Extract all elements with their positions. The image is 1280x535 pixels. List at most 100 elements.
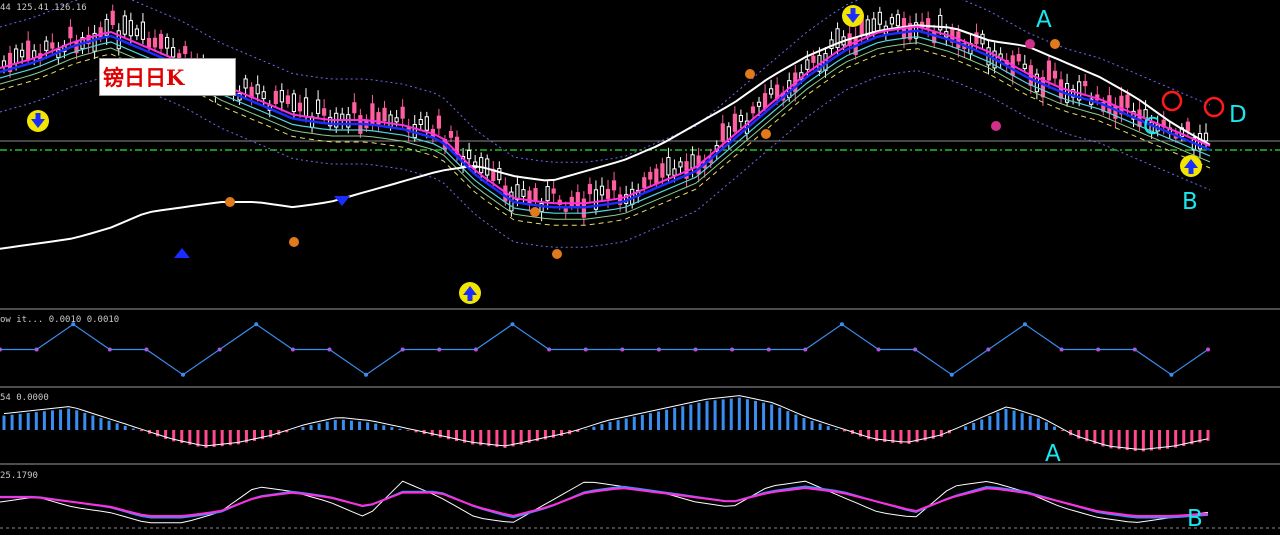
candle-body xyxy=(545,186,550,202)
fractal-dot-icon xyxy=(530,207,540,217)
macd-bar xyxy=(705,401,709,430)
macd-bar xyxy=(576,430,580,432)
candle-body xyxy=(273,90,278,105)
macd-bar xyxy=(681,406,685,430)
macd-bar xyxy=(406,430,410,431)
candle-body xyxy=(291,93,297,113)
macd-bar xyxy=(220,430,224,447)
macd-bar xyxy=(180,430,184,444)
macd-bar xyxy=(964,426,968,430)
macd-bar xyxy=(34,412,38,430)
macd-bar xyxy=(657,411,661,430)
candle-body xyxy=(1203,132,1209,142)
arrow-shaft-icon xyxy=(35,113,41,120)
candle-body xyxy=(1077,81,1082,101)
macd-bar xyxy=(753,400,757,430)
arrow-head-icon xyxy=(463,286,477,295)
macd-bar xyxy=(156,430,160,437)
macd-bar xyxy=(1044,422,1048,430)
macd-bar xyxy=(729,398,733,430)
macd-bar xyxy=(939,430,943,437)
candle-body xyxy=(50,42,55,49)
candle-body xyxy=(599,185,605,196)
arrow-shaft-icon xyxy=(1188,167,1194,174)
macd-bar xyxy=(826,426,830,430)
macd-bar xyxy=(26,412,30,430)
candle-body xyxy=(762,93,768,109)
macd-bar xyxy=(802,418,806,430)
candle-body xyxy=(720,123,725,142)
candle-body xyxy=(158,33,164,49)
candle-body xyxy=(1119,95,1124,115)
candle-body xyxy=(769,88,774,95)
macd-bar xyxy=(503,430,507,448)
candle-body xyxy=(140,21,146,40)
macd-bar xyxy=(834,428,838,430)
macd-bar xyxy=(1206,430,1210,441)
candle-body xyxy=(678,161,683,168)
macd-bar xyxy=(584,429,588,430)
stoch-panel-header: 25.1790 xyxy=(0,471,38,481)
macd-bar xyxy=(50,410,54,430)
moving-averages-layer xyxy=(0,0,1211,250)
red-circle-marker-c xyxy=(1161,90,1183,112)
candle-body xyxy=(479,157,484,174)
candle-body xyxy=(183,46,188,55)
macd-bar xyxy=(1077,430,1081,439)
candle-body xyxy=(1185,121,1190,132)
candle-body xyxy=(104,18,109,36)
stoch-k-line xyxy=(0,480,1209,524)
candle-body xyxy=(370,103,375,124)
macd-bar xyxy=(349,420,353,430)
macd-bar xyxy=(1012,410,1016,430)
macd-bar xyxy=(1052,426,1056,430)
candle-body xyxy=(690,154,695,169)
macd-bar xyxy=(923,430,927,441)
candle-body xyxy=(1125,94,1130,108)
candle-body xyxy=(611,180,617,191)
candle-body xyxy=(551,188,556,194)
chart-title: 镑日日K xyxy=(103,65,185,90)
candle-body xyxy=(926,18,931,29)
macd-bar xyxy=(309,425,313,430)
annotation-b-stoch: B xyxy=(1187,506,1203,532)
signal-panel-header: ow it... 0.0010 0.0010 xyxy=(0,315,120,325)
arrow-markers-layer xyxy=(27,5,1202,304)
candle-body xyxy=(376,112,381,125)
arrow-head-icon xyxy=(1184,159,1198,168)
macd-bar xyxy=(341,419,345,430)
macd-bar xyxy=(325,421,329,430)
macd-bar xyxy=(543,430,547,440)
macd-bar xyxy=(608,421,612,430)
candle-body xyxy=(68,26,73,39)
fractal-dot-icon xyxy=(552,249,562,259)
candle-body xyxy=(134,28,139,37)
candle-body xyxy=(485,158,490,176)
macd-bar xyxy=(131,428,135,430)
macd-bar xyxy=(438,430,442,438)
fractal-dot-icon xyxy=(761,129,771,139)
macd-bar xyxy=(75,410,79,430)
macd-bar xyxy=(204,430,208,448)
macd-bar xyxy=(252,430,256,441)
candle-body xyxy=(255,84,260,95)
macd-bar xyxy=(1125,430,1129,451)
annotation-a-macd: A xyxy=(1045,441,1061,467)
candle-body xyxy=(738,115,744,122)
candle-body xyxy=(889,17,895,25)
indicator-panels-layer xyxy=(0,322,1210,524)
macd-bar xyxy=(463,430,467,443)
macd-bar xyxy=(398,428,402,430)
macd-bar xyxy=(2,415,6,430)
chart-title-box: 镑日日K xyxy=(99,58,236,96)
macd-bar xyxy=(487,430,491,447)
macd-bar xyxy=(883,430,887,443)
macd-panel-header: 54 0.0000 xyxy=(0,393,49,403)
candle-body xyxy=(322,108,327,116)
macd-bar xyxy=(592,426,596,430)
annotation-c-main: C xyxy=(1143,114,1159,140)
macd-bar xyxy=(430,430,434,436)
arrow-head-icon xyxy=(31,119,45,128)
candle-body xyxy=(20,49,25,58)
